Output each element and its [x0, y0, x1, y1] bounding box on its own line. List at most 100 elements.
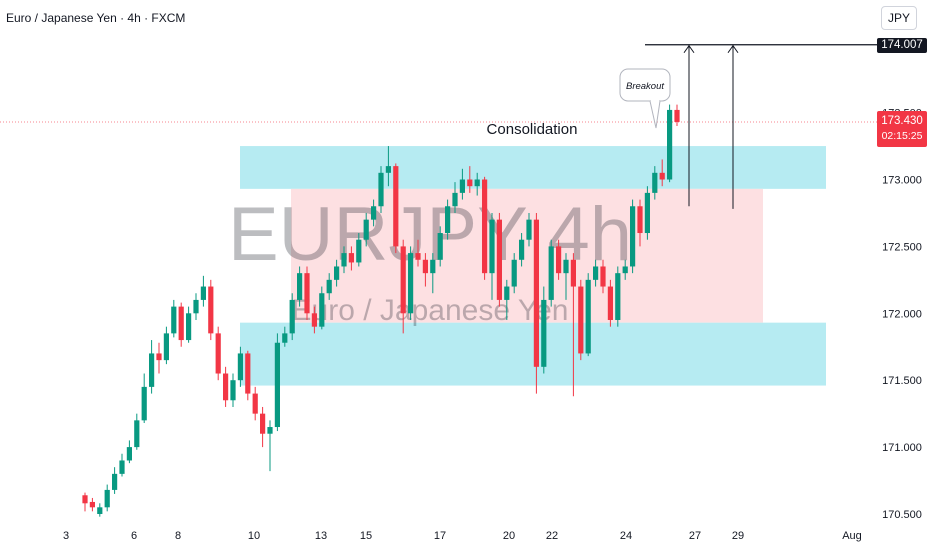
candles-layer: [82, 104, 680, 517]
price-tick: 170.500: [882, 509, 922, 521]
candle: [356, 233, 362, 267]
candle: [230, 373, 236, 407]
candle: [200, 275, 206, 307]
time-tick: 22: [546, 530, 558, 542]
candle: [134, 413, 140, 450]
candle: [311, 306, 317, 334]
candle: [415, 239, 421, 267]
candle: [119, 453, 125, 477]
candle: [274, 333, 280, 432]
chart-title: Euro / Japanese Yen · 4h · FXCM: [6, 11, 186, 25]
candle: [556, 239, 562, 280]
price-axis[interactable]: 173.500173.000172.500172.000171.500171.0…: [882, 108, 922, 521]
candle: [548, 239, 554, 307]
candle: [474, 172, 480, 196]
candle: [341, 246, 347, 274]
price-tick: 173.000: [882, 175, 922, 187]
candle: [260, 406, 266, 448]
breakout-callout: Breakout: [619, 68, 671, 129]
time-tick: 13: [315, 530, 327, 542]
candle: [252, 386, 258, 421]
candle: [630, 199, 636, 274]
candle: [208, 279, 214, 341]
candle: [607, 279, 613, 327]
time-tick: 3: [63, 530, 69, 542]
candle: [163, 326, 169, 365]
watermark-name: Euro / Japanese Yen: [292, 294, 569, 327]
consolidation-label: Consolidation: [487, 121, 578, 138]
zone-demand: [240, 322, 826, 386]
candle: [615, 266, 621, 327]
target-arrow: [683, 44, 695, 207]
candle: [371, 199, 377, 227]
candle: [141, 373, 147, 424]
candle: [445, 199, 451, 240]
candle: [622, 259, 628, 280]
time-tick: 20: [503, 530, 515, 542]
candle: [578, 279, 584, 361]
candle: [186, 306, 192, 343]
time-axis[interactable]: 3 6 8 10 13 15 17 20 22 24 27 29 Aug: [63, 530, 862, 542]
time-tick: 17: [434, 530, 446, 542]
candle: [667, 104, 673, 183]
candle: [363, 212, 369, 247]
candle: [585, 273, 591, 357]
candle: [422, 253, 428, 287]
price-tick: 171.500: [882, 375, 922, 387]
price-tick: 172.500: [882, 241, 922, 253]
currency-button[interactable]: JPY: [881, 6, 917, 30]
candle: [644, 186, 650, 240]
candle: [496, 212, 502, 307]
candle: [104, 484, 110, 512]
candle: [297, 266, 303, 307]
candle: [570, 253, 576, 397]
target-arrow: [727, 44, 739, 209]
candle: [223, 366, 229, 407]
candle: [593, 259, 599, 287]
candle: [178, 302, 184, 347]
candle: [82, 492, 88, 512]
candle: [408, 246, 414, 320]
time-tick: 8: [175, 530, 181, 542]
last-price-tag: 173.430 02:15:25: [877, 111, 927, 147]
time-tick: 6: [131, 530, 137, 542]
last-price-value: 173.430: [881, 115, 923, 127]
breakout-label: Breakout: [626, 81, 664, 92]
candle: [482, 176, 488, 280]
candle: [437, 226, 443, 267]
candle: [385, 146, 391, 187]
candle: [674, 104, 680, 126]
time-tick: 29: [732, 530, 744, 542]
candle: [97, 503, 103, 517]
price-tick: 171.000: [882, 442, 922, 454]
candle: [659, 159, 665, 187]
time-tick: 10: [248, 530, 260, 542]
candle: [467, 166, 473, 193]
candle: [282, 326, 288, 347]
candle: [393, 163, 399, 254]
candle: [156, 342, 162, 374]
candle: [289, 293, 295, 341]
candle: [326, 273, 332, 300]
time-tick: 27: [689, 530, 701, 542]
candle: [400, 239, 406, 334]
zone-supply: [240, 146, 826, 189]
bar-countdown: 02:15:25: [881, 130, 923, 142]
candle: [237, 346, 243, 387]
candle: [452, 182, 458, 213]
candle: [526, 212, 532, 247]
candle: [541, 286, 547, 374]
candle: [430, 253, 436, 294]
candle: [89, 497, 95, 512]
candle: [112, 467, 118, 494]
candle: [126, 440, 132, 464]
candle: [149, 340, 155, 394]
candle: [504, 279, 510, 320]
candle: [600, 259, 606, 294]
price-tick: 172.000: [882, 308, 922, 320]
target-arrows: [683, 44, 739, 209]
candle: [304, 266, 310, 320]
candle: [637, 199, 643, 247]
candle: [511, 253, 517, 294]
